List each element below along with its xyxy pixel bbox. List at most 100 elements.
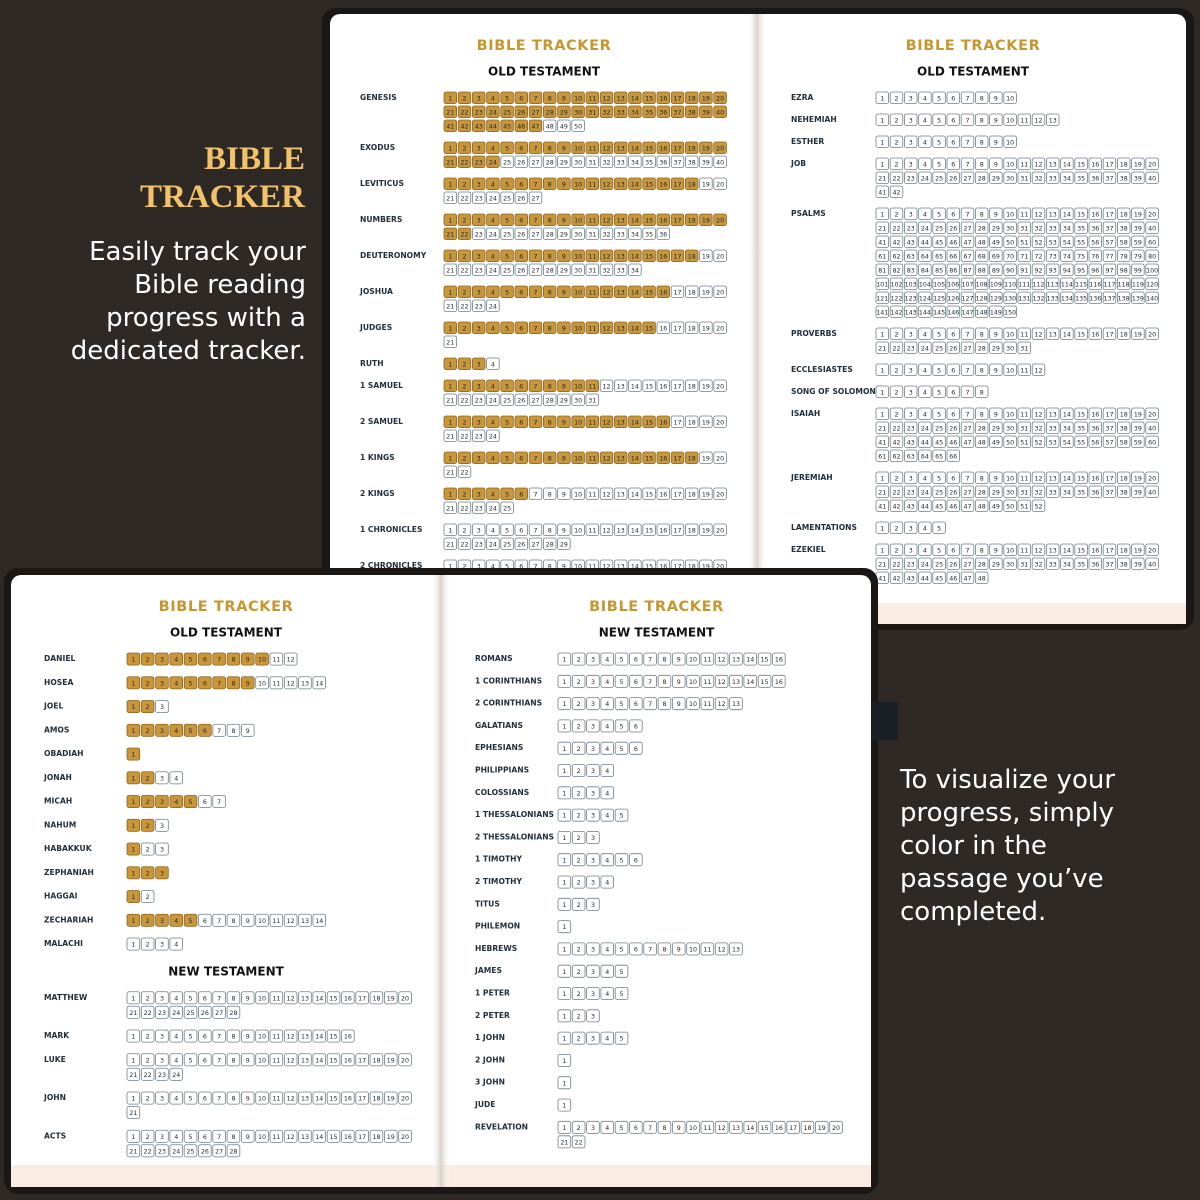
chapter-box bbox=[642, 249, 656, 263]
chapter-number: 22 bbox=[460, 303, 468, 310]
chapter-box bbox=[140, 890, 155, 904]
chapter-number: 5 bbox=[505, 217, 509, 224]
chapter-box bbox=[904, 235, 918, 249]
chapter-number: 15 bbox=[330, 1096, 338, 1103]
chapter-number: 21 bbox=[878, 225, 886, 232]
chapter-number: 2 bbox=[894, 161, 898, 168]
chapter-number: 103 bbox=[905, 281, 917, 288]
chapter-number: 56 bbox=[1091, 239, 1099, 246]
chapter-number: 17 bbox=[358, 1134, 366, 1141]
chapter-box bbox=[960, 485, 975, 499]
chapter-box bbox=[875, 305, 890, 319]
chapter-box bbox=[155, 1053, 169, 1067]
chapter-box bbox=[975, 471, 989, 485]
chapter-box bbox=[757, 652, 772, 666]
chapter-number: 17 bbox=[358, 1096, 366, 1103]
chapter-number: 12 bbox=[602, 181, 610, 188]
chapter-number: 24 bbox=[172, 1148, 180, 1155]
book-name: 2 CORINTHIANS bbox=[475, 699, 542, 708]
chapter-box bbox=[904, 327, 918, 341]
chapter-number: 16 bbox=[1091, 211, 1099, 218]
chapter-number: 33 bbox=[617, 231, 625, 238]
chapter-box bbox=[457, 299, 472, 313]
chapter-number: 52 bbox=[1034, 503, 1042, 510]
chapter-box bbox=[889, 135, 904, 149]
chapter-number: 15 bbox=[645, 95, 653, 102]
chapter-box bbox=[960, 571, 975, 585]
chapter-box bbox=[557, 415, 571, 429]
chapter-number: 42 bbox=[892, 503, 900, 510]
chapter-number: 20 bbox=[1148, 547, 1156, 554]
chapter-box bbox=[975, 91, 989, 105]
chapter-number: 10 bbox=[574, 217, 582, 224]
chapter-number: 48 bbox=[546, 123, 554, 130]
chapter-number: 1 bbox=[562, 701, 566, 708]
chapter-number: 26 bbox=[201, 1148, 209, 1155]
chapter-number: 59 bbox=[1134, 439, 1142, 446]
chapter-box bbox=[1031, 435, 1046, 449]
chapter-box bbox=[341, 991, 355, 1005]
chapter-box bbox=[486, 415, 500, 429]
chapter-box bbox=[1031, 277, 1046, 291]
chapter-number: 1 bbox=[131, 942, 135, 949]
chapter-number: 3 bbox=[160, 823, 164, 830]
chapter-box bbox=[1088, 235, 1103, 249]
chapter-number: 121 bbox=[876, 295, 888, 302]
chapter-box bbox=[471, 379, 486, 393]
chapter-box bbox=[514, 393, 529, 407]
chapter-box bbox=[1017, 327, 1032, 341]
chapter-box bbox=[500, 177, 514, 191]
chapter-number: 8 bbox=[231, 657, 235, 664]
chapter-box bbox=[1060, 407, 1074, 421]
chapter-number: 11 bbox=[588, 145, 596, 152]
chapter-number: 7 bbox=[965, 389, 969, 396]
book-name: LAMENTATIONS bbox=[791, 523, 857, 532]
chapter-number: 40 bbox=[1148, 425, 1156, 432]
chapter-number: 106 bbox=[947, 281, 959, 288]
chapter-box bbox=[1060, 557, 1074, 571]
chapter-number: 26 bbox=[949, 425, 957, 432]
chapter-box bbox=[383, 1129, 398, 1143]
book-name: EZRA bbox=[791, 93, 814, 102]
chapter-number: 146 bbox=[947, 309, 959, 316]
chapter-box bbox=[557, 786, 572, 800]
chapter-number: 1 bbox=[131, 728, 135, 735]
chapter-box bbox=[140, 937, 155, 951]
chapter-box bbox=[586, 1031, 600, 1045]
chapter-number: 13 bbox=[617, 217, 625, 224]
chapter-number: 5 bbox=[620, 1125, 624, 1132]
chapter-box bbox=[486, 537, 500, 551]
chapter-box bbox=[471, 501, 486, 515]
chapter-number: 37 bbox=[673, 109, 681, 116]
chapter-box bbox=[1117, 407, 1131, 421]
chapter-number: 9 bbox=[677, 657, 681, 664]
chapter-number: 6 bbox=[519, 181, 523, 188]
chapter-number: 57 bbox=[1105, 439, 1113, 446]
chapter-box bbox=[528, 249, 543, 263]
chapter-number: 12 bbox=[602, 491, 610, 498]
chapter-number: 3 bbox=[909, 95, 913, 102]
chapter-box bbox=[960, 557, 975, 571]
chapter-box bbox=[1088, 249, 1103, 263]
chapter-box bbox=[528, 227, 543, 241]
chapter-number: 8 bbox=[548, 289, 552, 296]
chapter-box bbox=[557, 920, 572, 934]
chapter-number: 20 bbox=[716, 289, 724, 296]
chapter-box bbox=[528, 393, 543, 407]
chapter-box bbox=[1088, 157, 1103, 171]
chapter-box bbox=[169, 1005, 183, 1019]
book-name: TITUS bbox=[475, 899, 500, 908]
chapter-box bbox=[1088, 421, 1103, 435]
chapter-box bbox=[557, 741, 572, 755]
chapter-box bbox=[571, 674, 586, 688]
chapter-box bbox=[443, 227, 458, 241]
chapter-box bbox=[126, 818, 141, 832]
chapter-box bbox=[918, 157, 932, 171]
chapter-number: 1 bbox=[562, 857, 566, 864]
chapter-number: 4 bbox=[605, 723, 609, 730]
chapter-box bbox=[729, 674, 743, 688]
chapter-number: 8 bbox=[980, 161, 984, 168]
chapter-box bbox=[312, 676, 326, 690]
chapter-box bbox=[1131, 263, 1145, 277]
chapter-number: 6 bbox=[519, 95, 523, 102]
